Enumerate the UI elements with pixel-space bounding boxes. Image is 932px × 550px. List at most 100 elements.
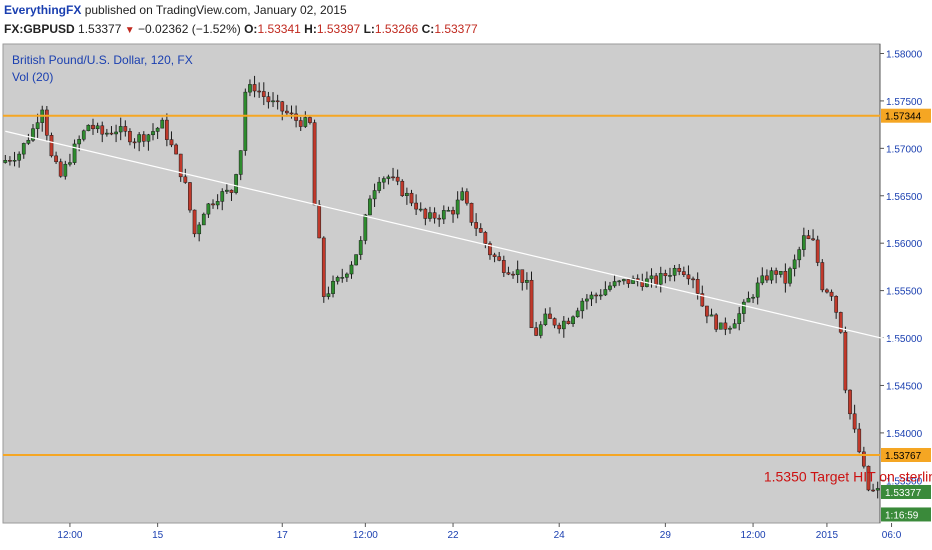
candle-body	[695, 279, 700, 294]
candle-body	[778, 271, 783, 275]
candle-body	[746, 297, 751, 303]
candle-body	[81, 130, 86, 140]
candle-body	[834, 296, 839, 313]
candle-body	[866, 465, 871, 491]
close-label: C:	[421, 22, 435, 36]
x-tick-label: 2015	[816, 530, 839, 541]
candle-body	[478, 228, 483, 233]
candle-body	[681, 271, 686, 275]
candle-body	[566, 320, 571, 324]
candle-body	[104, 132, 109, 135]
candle-body	[848, 389, 852, 415]
candle-body	[686, 274, 691, 280]
published-text: published on TradingView.com, January 02…	[84, 3, 347, 17]
publish-header: EverythingFX published on TradingView.co…	[4, 3, 347, 17]
candle-body	[201, 213, 206, 226]
candle-body	[243, 91, 248, 151]
level-price-tag	[881, 108, 931, 123]
candle-body	[271, 100, 275, 103]
plot-area[interactable]	[2, 43, 881, 524]
last-price-label: 1.53377	[885, 488, 922, 499]
candle-body	[225, 189, 229, 192]
candle-body	[705, 305, 709, 317]
candle-body	[432, 212, 437, 219]
chart-legend: British Pound/U.S. Dollar, 120, FX Vol (…	[12, 52, 193, 86]
candle-body	[543, 313, 548, 325]
trendline[interactable]	[5, 130, 906, 345]
candle-body	[455, 199, 460, 215]
candle-body	[801, 235, 806, 250]
candle-body	[497, 256, 502, 261]
candle-body	[169, 139, 174, 146]
candle-body	[418, 208, 423, 211]
candle-body	[345, 273, 349, 278]
candle-body	[257, 90, 262, 93]
candle-body	[77, 139, 82, 145]
candle-body	[72, 143, 77, 163]
candle-body	[437, 217, 442, 220]
candle-body	[451, 210, 455, 215]
candle-body	[372, 190, 377, 200]
candle-body	[331, 280, 335, 294]
candle-body	[409, 192, 414, 204]
candle-body	[714, 314, 719, 330]
candle-body	[718, 322, 723, 330]
candle-body	[54, 155, 58, 163]
price-change: −0.02362 (−1.52%)	[138, 22, 241, 36]
last-price: 1.53377	[78, 22, 122, 36]
candle-body	[441, 210, 446, 220]
candle-body	[8, 160, 12, 162]
candle-body	[128, 131, 132, 143]
symbol-name: FX:GBPUSD	[4, 22, 75, 36]
y-tick-label: 1.53500	[886, 476, 923, 487]
candle-body	[525, 279, 529, 283]
candle-body	[534, 327, 538, 336]
candle-body	[672, 267, 677, 276]
candle-body	[760, 275, 765, 284]
candle-body	[197, 224, 202, 235]
candle-body	[875, 488, 880, 491]
candle-body	[668, 275, 672, 277]
candle-body	[589, 294, 594, 300]
candle-body	[275, 100, 280, 103]
candle-body	[248, 84, 252, 93]
candle-body	[349, 264, 354, 275]
candle-body	[571, 316, 575, 324]
candle-body	[603, 289, 608, 296]
volume-legend: Vol (20)	[12, 70, 54, 84]
candle-body	[400, 180, 405, 196]
x-tick-label: 06:0	[882, 530, 902, 541]
candle-body	[164, 119, 169, 140]
candle-body	[340, 277, 345, 279]
candle-body	[381, 178, 386, 183]
x-tick-label: 24	[554, 530, 566, 541]
candle-body	[806, 235, 811, 239]
candle-body	[220, 191, 225, 202]
author-link[interactable]: EverythingFX	[4, 3, 82, 17]
candle-body	[192, 209, 197, 235]
x-tick-label: 17	[277, 530, 289, 541]
candle-body	[857, 428, 862, 453]
candle-body	[709, 314, 714, 317]
y-tick-label: 1.55000	[886, 334, 923, 345]
candle-body	[529, 279, 534, 329]
candle-body	[3, 160, 8, 163]
candle-body	[363, 214, 368, 241]
low-label: L:	[363, 22, 375, 36]
candle-body	[483, 232, 488, 244]
candle-body	[100, 125, 105, 135]
candle-body	[612, 281, 617, 287]
candle-body	[511, 273, 515, 276]
candle-body	[146, 134, 151, 142]
candle-body	[174, 144, 178, 155]
candle-body	[552, 318, 557, 326]
candle-body	[492, 254, 497, 257]
candle-body	[585, 298, 589, 302]
candle-body	[91, 124, 95, 130]
countdown-tag	[881, 507, 931, 522]
candle-body	[649, 275, 654, 280]
y-tick-label: 1.54000	[886, 429, 923, 440]
candle-body	[312, 122, 317, 206]
candle-body	[723, 322, 728, 330]
